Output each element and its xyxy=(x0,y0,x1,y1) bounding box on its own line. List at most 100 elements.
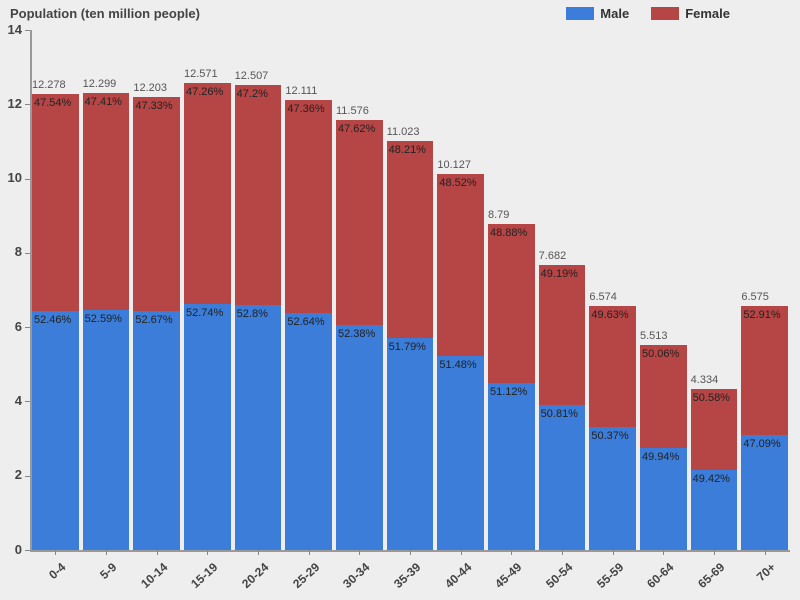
y-tick-mark xyxy=(25,179,30,180)
bar: 52.59%47.41%12.299 xyxy=(83,93,130,550)
bar-total-label: 11.023 xyxy=(387,126,420,138)
bar-label-male: 50.37% xyxy=(591,430,628,442)
x-tick-mark xyxy=(207,550,208,555)
bar: 52.67%47.33%12.203 xyxy=(133,97,180,550)
x-tick-mark xyxy=(613,550,614,555)
bar-segment-female: 50.06% xyxy=(640,345,687,448)
bar-segment-male: 52.67% xyxy=(133,311,180,550)
bar: 50.81%49.19%7.682 xyxy=(539,265,586,550)
x-tick-mark xyxy=(461,550,462,555)
legend-item-male: Male xyxy=(566,6,629,21)
x-tick-label: 50-54 xyxy=(526,560,575,600)
bar-label-male: 51.48% xyxy=(439,359,476,371)
bar-label-male: 52.59% xyxy=(85,313,122,325)
y-tick-label: 2 xyxy=(0,467,22,482)
bar-segment-female: 52.91% xyxy=(741,306,788,435)
bar: 51.48%48.52%10.127 xyxy=(437,174,484,550)
x-tick-label: 10-14 xyxy=(121,560,170,600)
bar-label-male: 47.09% xyxy=(743,438,780,450)
x-tick-label: 15-19 xyxy=(171,560,220,600)
legend-swatch-male xyxy=(566,7,594,20)
x-tick-mark xyxy=(157,550,158,555)
bar: 52.74%47.26%12.571 xyxy=(184,83,231,550)
bar-label-male: 52.38% xyxy=(338,328,375,340)
y-axis-line xyxy=(30,30,32,550)
y-tick-label: 12 xyxy=(0,96,22,111)
bar-segment-female: 48.52% xyxy=(437,174,484,357)
bar-label-female: 47.2% xyxy=(237,88,268,100)
x-tick-label: 35-39 xyxy=(374,560,423,600)
bar-segment-female: 47.54% xyxy=(32,94,79,311)
bar-total-label: 8.79 xyxy=(488,209,509,221)
bar-label-female: 50.06% xyxy=(642,348,679,360)
bar-label-male: 49.94% xyxy=(642,451,679,463)
bar-label-male: 52.8% xyxy=(237,308,268,320)
x-tick-label: 55-59 xyxy=(577,560,626,600)
bar: 52.46%47.54%12.278 xyxy=(32,94,79,550)
legend-label-male: Male xyxy=(600,6,629,21)
bar-segment-female: 47.41% xyxy=(83,93,130,310)
y-tick-mark xyxy=(25,550,30,551)
x-tick-label: 40-44 xyxy=(425,560,474,600)
x-tick-mark xyxy=(562,550,563,555)
bar-label-female: 47.36% xyxy=(287,103,324,115)
legend: Male Female xyxy=(566,6,730,21)
bar-segment-female: 49.63% xyxy=(589,306,636,427)
bar-segment-female: 50.58% xyxy=(691,389,738,470)
bar-segment-female: 48.88% xyxy=(488,224,535,384)
y-tick-label: 6 xyxy=(0,319,22,334)
bar-label-female: 52.91% xyxy=(743,309,780,321)
x-tick-label: 60-64 xyxy=(627,560,676,600)
legend-swatch-female xyxy=(651,7,679,20)
y-tick-label: 10 xyxy=(0,170,22,185)
bar-segment-male: 52.46% xyxy=(32,311,79,550)
bar-label-male: 52.67% xyxy=(135,314,172,326)
x-tick-mark xyxy=(765,550,766,555)
bar-label-male: 52.74% xyxy=(186,307,223,319)
bar-total-label: 12.571 xyxy=(184,68,218,80)
bar-total-label: 12.111 xyxy=(285,85,317,97)
bar-label-female: 47.62% xyxy=(338,123,375,135)
bar-segment-male: 52.38% xyxy=(336,325,383,550)
bar-label-female: 47.54% xyxy=(34,97,71,109)
bar-segment-male: 49.94% xyxy=(640,448,687,550)
bar-label-female: 49.63% xyxy=(591,309,628,321)
x-tick-mark xyxy=(511,550,512,555)
bar-segment-female: 47.2% xyxy=(235,85,282,304)
x-tick-label: 0-4 xyxy=(19,560,68,600)
bar-segment-female: 47.62% xyxy=(336,120,383,325)
bar-segment-female: 48.21% xyxy=(387,141,434,338)
bar-total-label: 4.334 xyxy=(691,374,719,386)
bar-total-label: 11.576 xyxy=(336,105,369,117)
bar: 51.12%48.88%8.79 xyxy=(488,224,535,550)
bar-segment-female: 47.26% xyxy=(184,83,231,304)
x-tick-mark xyxy=(410,550,411,555)
bar-label-female: 48.88% xyxy=(490,227,527,239)
bar-total-label: 12.299 xyxy=(83,78,117,90)
bar-segment-female: 49.19% xyxy=(539,265,586,405)
x-tick-label: 30-34 xyxy=(323,560,372,600)
y-tick-mark xyxy=(25,476,30,477)
bar: 52.64%47.36%12.111 xyxy=(285,100,332,550)
y-tick-label: 4 xyxy=(0,393,22,408)
x-tick-mark xyxy=(714,550,715,555)
bar: 49.94%50.06%5.513 xyxy=(640,345,687,550)
y-axis-title: Population (ten million people) xyxy=(10,6,200,21)
bar-segment-male: 49.42% xyxy=(691,470,738,550)
bar-segment-male: 51.48% xyxy=(437,356,484,550)
x-tick-mark xyxy=(309,550,310,555)
bar-label-male: 52.46% xyxy=(34,314,71,326)
x-tick-mark xyxy=(106,550,107,555)
bar-segment-male: 50.81% xyxy=(539,405,586,550)
bar-label-female: 48.21% xyxy=(389,144,426,156)
bar-label-male: 49.42% xyxy=(693,473,730,485)
x-tick-label: 70+ xyxy=(729,560,778,600)
y-tick-label: 8 xyxy=(0,244,22,259)
y-tick-mark xyxy=(25,327,30,328)
y-tick-mark xyxy=(25,104,30,105)
y-tick-mark xyxy=(25,401,30,402)
bar-total-label: 12.203 xyxy=(133,82,167,94)
x-tick-label: 45-49 xyxy=(475,560,524,600)
x-tick-mark xyxy=(55,550,56,555)
bar-segment-male: 50.37% xyxy=(589,427,636,550)
